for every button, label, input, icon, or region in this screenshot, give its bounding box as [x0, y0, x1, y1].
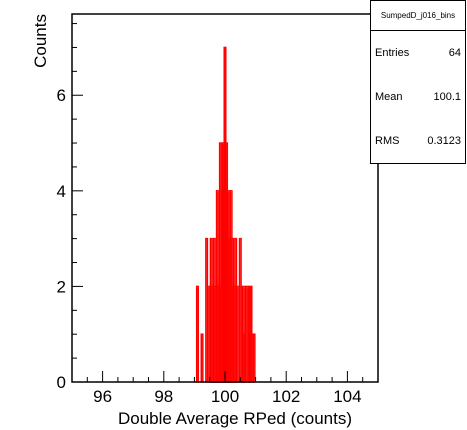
histogram-bin	[249, 285, 253, 383]
y-tick-label: 6	[57, 86, 66, 105]
histogram-bin	[252, 333, 256, 383]
y-axis-ticks: 0 2 4 6	[57, 23, 83, 392]
x-axis-title: Double Average RPed (counts)	[118, 409, 352, 428]
histogram-bin	[200, 333, 204, 383]
stats-rms-row: RMS 0.3123	[371, 119, 465, 163]
stats-box: SumpedD_j016_bins Entries 64 Mean 100.1 …	[370, 0, 466, 164]
x-tick-label: 102	[272, 387, 300, 406]
stats-mean-value: 100.1	[433, 91, 461, 103]
stats-entries-row: Entries 64	[371, 31, 465, 75]
y-tick-label: 2	[57, 277, 66, 296]
plot-frame	[71, 13, 379, 383]
stats-rms-label: RMS	[375, 135, 400, 147]
x-axis-ticks: 96 98 100 102 104	[71, 371, 379, 406]
histogram-bin	[205, 237, 209, 383]
stats-entries-label: Entries	[375, 47, 410, 59]
stats-title: SumpedD_j016_bins	[371, 1, 465, 31]
y-axis-title: Counts	[31, 14, 50, 68]
stats-rms-value: 0.3123	[427, 135, 461, 147]
x-tick-label: 96	[93, 387, 112, 406]
x-tick-label: 100	[211, 387, 239, 406]
histogram-bars	[195, 46, 256, 383]
y-tick-label: 0	[57, 373, 66, 392]
stats-mean-row: Mean 100.1	[371, 75, 465, 119]
stats-entries-value: 64	[448, 47, 461, 59]
stats-mean-label: Mean	[375, 91, 403, 103]
y-tick-label: 4	[57, 182, 66, 201]
x-tick-label: 104	[333, 387, 361, 406]
histogram-bin	[235, 285, 239, 383]
histogram-bin	[243, 285, 247, 383]
x-tick-label: 98	[154, 387, 173, 406]
histogram-bin	[195, 285, 199, 383]
